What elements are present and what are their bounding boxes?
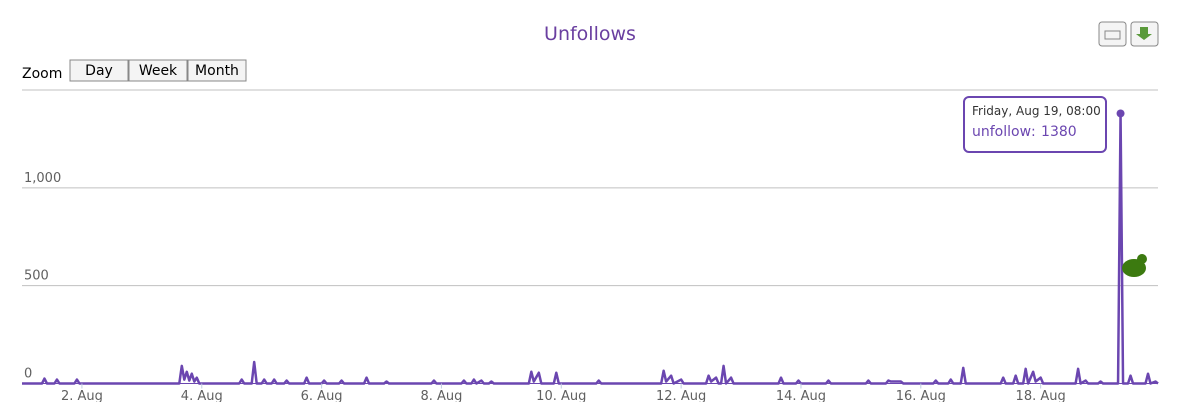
zoom-button[interactable]: Day (69, 59, 129, 82)
x-tick-label: 18. Aug (1016, 389, 1066, 402)
x-tick-label: 14. Aug (776, 389, 826, 402)
zoom-label: Zoom (22, 66, 62, 82)
tooltip: Friday, Aug 19, 08:00 unfollow 1380 : (963, 96, 1107, 153)
x-tick-label: 4. Aug (181, 389, 223, 402)
x-tick-label: 8. Aug (420, 389, 462, 402)
button-label: Day (85, 63, 113, 79)
x-tick-label: 6. Aug (301, 389, 343, 402)
series-line (22, 112, 1159, 385)
x-tick-label: 12. Aug (656, 389, 706, 402)
tooltip-separator: : (1031, 124, 1036, 140)
y-tick-label: 0 (24, 367, 32, 382)
y-tick-label: 500 (24, 269, 49, 284)
download-button[interactable] (1130, 21, 1159, 47)
tooltip-value: 1380 (1041, 124, 1077, 140)
hover-marker (1116, 109, 1125, 118)
button-frame (69, 59, 129, 82)
x-tick-label: 2. Aug (61, 389, 103, 402)
zoom-button[interactable]: Month (187, 59, 247, 82)
zoom-button[interactable]: Week (128, 59, 188, 82)
dino-icon (1122, 254, 1147, 277)
button-label: Week (139, 63, 178, 79)
button-frame (187, 59, 247, 82)
tooltip-series: unfollow (972, 124, 1031, 140)
tooltip-header: Friday, Aug 19, 08:00 (972, 104, 1101, 118)
button-label: Month (195, 63, 239, 79)
tooltip-box (963, 96, 1107, 153)
print-button[interactable] (1098, 21, 1127, 47)
button-frame (128, 59, 188, 82)
chart-title: Unfollows (544, 23, 636, 45)
print-icon (1104, 30, 1121, 40)
download-icon (1136, 27, 1152, 40)
y-tick-label: 1,000 (24, 171, 61, 186)
x-tick-label: 16. Aug (896, 389, 946, 402)
dino-head (1137, 254, 1147, 264)
x-tick-label: 10. Aug (536, 389, 586, 402)
